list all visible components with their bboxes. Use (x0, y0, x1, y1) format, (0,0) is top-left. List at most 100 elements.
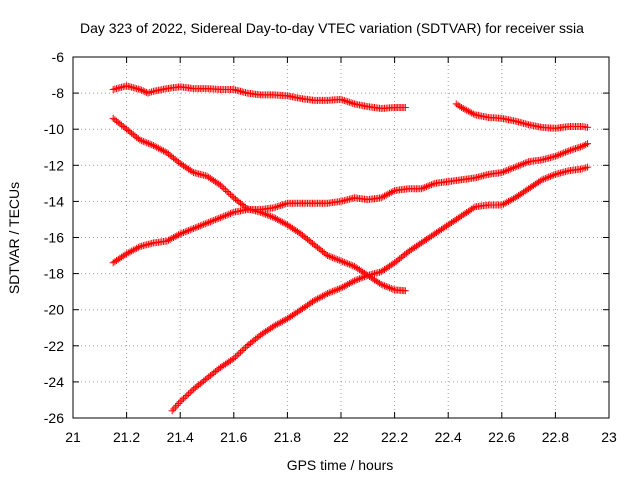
data-point (164, 236, 172, 244)
data-point (133, 244, 141, 252)
data-point (238, 347, 246, 355)
data-point (461, 105, 469, 113)
data-point (424, 182, 432, 190)
data-point (389, 285, 397, 293)
data-point (538, 176, 546, 184)
y-tick-label: -18 (44, 266, 64, 282)
data-point (200, 220, 208, 228)
data-point (226, 191, 234, 199)
data-point (582, 164, 590, 172)
data-point (469, 204, 477, 212)
data-point (228, 192, 236, 200)
data-point (382, 191, 390, 199)
data-point (330, 254, 338, 262)
data-point (273, 203, 281, 211)
data-point (360, 273, 368, 281)
data-point (210, 216, 218, 224)
data-point (508, 196, 516, 204)
data-point (501, 199, 509, 207)
series-arc-4 (168, 163, 592, 415)
series-arc-5 (452, 100, 592, 132)
data-point (159, 147, 167, 155)
y-tick-label: -16 (44, 230, 64, 246)
data-point (389, 187, 397, 195)
data-point (565, 147, 573, 155)
data-point (335, 285, 343, 293)
data-point (382, 282, 390, 290)
data-point (181, 228, 189, 236)
data-point (221, 212, 229, 220)
data-point (134, 243, 142, 251)
data-point (551, 152, 559, 160)
data-point (270, 204, 278, 212)
data-point (188, 167, 196, 175)
data-point (129, 246, 137, 254)
data-point (278, 317, 286, 325)
data-point (126, 248, 134, 256)
data-point (181, 393, 189, 401)
data-point (324, 252, 332, 260)
data-point (275, 216, 283, 224)
data-point (190, 224, 198, 232)
data-point (220, 184, 228, 192)
data-point (355, 275, 363, 283)
data-point (359, 273, 367, 281)
data-point (510, 164, 518, 172)
data-point (178, 396, 186, 404)
data-point (208, 217, 216, 225)
data-point (273, 320, 281, 328)
data-point (377, 280, 385, 288)
data-point (499, 168, 507, 176)
x-tick-label: 23 (601, 429, 617, 445)
data-point (277, 217, 285, 225)
data-point (151, 142, 159, 150)
data-point (501, 167, 509, 175)
chart-title: Day 323 of 2022, Sidereal Day-to-day VTE… (80, 20, 584, 36)
data-point (386, 284, 394, 292)
data-point (154, 144, 162, 152)
data-point (148, 88, 156, 96)
data-point (459, 104, 467, 112)
data-point (503, 166, 511, 174)
data-point (419, 184, 427, 192)
data-point (175, 231, 183, 239)
series-arc-3 (109, 140, 592, 267)
data-point (170, 405, 178, 413)
data-point (146, 140, 154, 148)
data-point (556, 150, 564, 158)
x-axis-label: GPS time / hours (287, 457, 394, 473)
data-point (139, 87, 147, 95)
data-point (327, 288, 335, 296)
data-point (582, 141, 590, 149)
data-point (570, 145, 578, 153)
y-axis-label: SDTVAR / TECUs (6, 182, 22, 294)
data-point (563, 148, 571, 156)
data-point (466, 108, 474, 116)
data-point (330, 287, 338, 295)
data-point (180, 229, 188, 237)
series-arc-1 (109, 82, 409, 112)
x-tick-label: 21 (65, 429, 81, 445)
data-point (342, 97, 350, 105)
x-tick-label: 22.8 (542, 429, 569, 445)
data-point (203, 219, 211, 227)
data-point (421, 183, 429, 191)
data-point (278, 218, 286, 226)
data-point (580, 164, 588, 172)
data-point (545, 173, 553, 181)
data-point (337, 95, 345, 103)
data-point (235, 350, 243, 358)
data-point (277, 318, 285, 326)
data-point (561, 148, 569, 156)
data-point (148, 141, 156, 149)
y-tick-label: -14 (44, 193, 64, 209)
x-tick-label: 21.2 (113, 429, 140, 445)
data-point (230, 354, 238, 362)
data-point (347, 99, 355, 107)
data-point (521, 159, 529, 167)
data-point (505, 166, 512, 174)
data-point (357, 274, 365, 282)
data-point (149, 141, 157, 149)
data-point (322, 290, 330, 298)
data-point (340, 258, 348, 266)
